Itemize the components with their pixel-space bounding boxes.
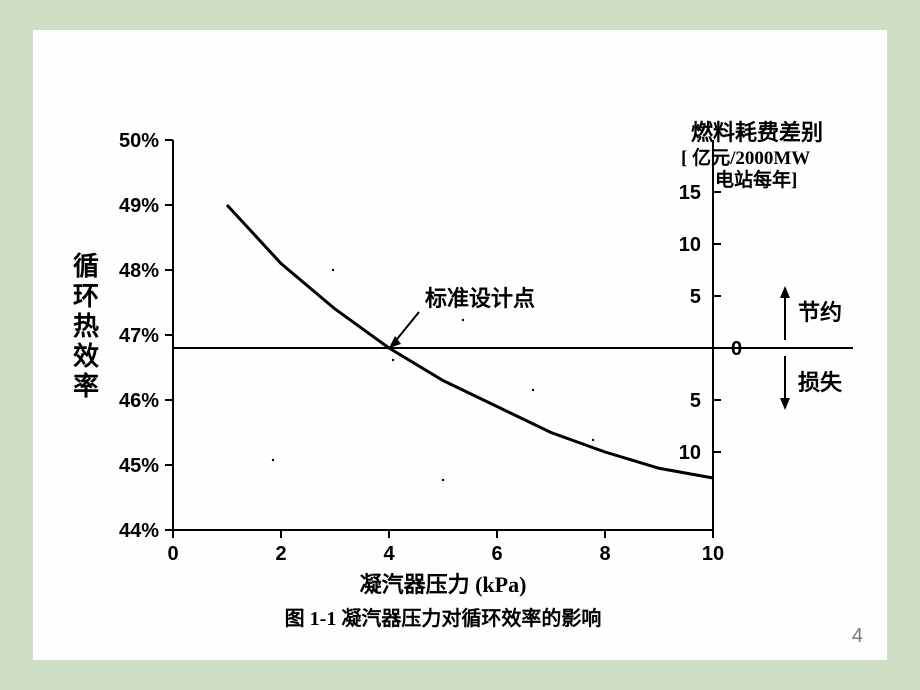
- svg-text:15: 15: [679, 182, 701, 204]
- svg-text:10: 10: [679, 234, 701, 256]
- svg-text:循: 循: [73, 252, 99, 281]
- svg-text:0: 0: [731, 338, 742, 360]
- svg-text:44%: 44%: [119, 520, 159, 542]
- svg-text:燃料耗费差别: 燃料耗费差别: [691, 120, 823, 145]
- svg-text:损失: 损失: [798, 370, 843, 395]
- svg-text:图 1-1 凝汽器压力对循环效率的影响: 图 1-1 凝汽器压力对循环效率的影响: [285, 606, 602, 630]
- svg-text:环: 环: [73, 282, 99, 311]
- svg-text:率: 率: [73, 371, 99, 401]
- svg-text:5: 5: [690, 390, 701, 412]
- svg-text:热: 热: [73, 312, 99, 341]
- chart-svg: 0 2 4 6 8 10 44% 45% 46% 47% 48% 49% 50% 5 10 15 0 5 10 凝汽…: [33, 30, 887, 660]
- svg-text:[ 亿元/2000MW: [ 亿元/2000MW: [681, 146, 810, 169]
- svg-text:标准设计点: 标准设计点: [425, 286, 535, 311]
- svg-text:45%: 45%: [119, 455, 159, 477]
- page-number: 4: [852, 625, 863, 648]
- svg-text:凝汽器压力 (kPa): 凝汽器压力 (kPa): [360, 572, 527, 597]
- svg-text:48%: 48%: [119, 260, 159, 282]
- svg-text:10: 10: [679, 442, 701, 464]
- svg-text:10: 10: [702, 543, 724, 565]
- svg-text:8: 8: [599, 543, 610, 565]
- svg-text:节约: 节约: [798, 300, 842, 325]
- svg-text:49%: 49%: [119, 195, 159, 217]
- svg-text:2: 2: [275, 543, 286, 565]
- svg-text:效: 效: [73, 341, 99, 371]
- svg-text:47%: 47%: [119, 325, 159, 347]
- svg-text:6: 6: [491, 543, 502, 565]
- svg-text:电站每年]: 电站每年]: [715, 168, 797, 191]
- svg-text:5: 5: [690, 286, 701, 308]
- svg-text:50%: 50%: [119, 130, 159, 152]
- svg-text:0: 0: [167, 543, 178, 565]
- svg-text:4: 4: [383, 543, 395, 565]
- chart-panel: 0 2 4 6 8 10 44% 45% 46% 47% 48% 49% 50% 5 10 15 0 5 10 凝汽…: [33, 30, 887, 660]
- svg-text:46%: 46%: [119, 390, 159, 412]
